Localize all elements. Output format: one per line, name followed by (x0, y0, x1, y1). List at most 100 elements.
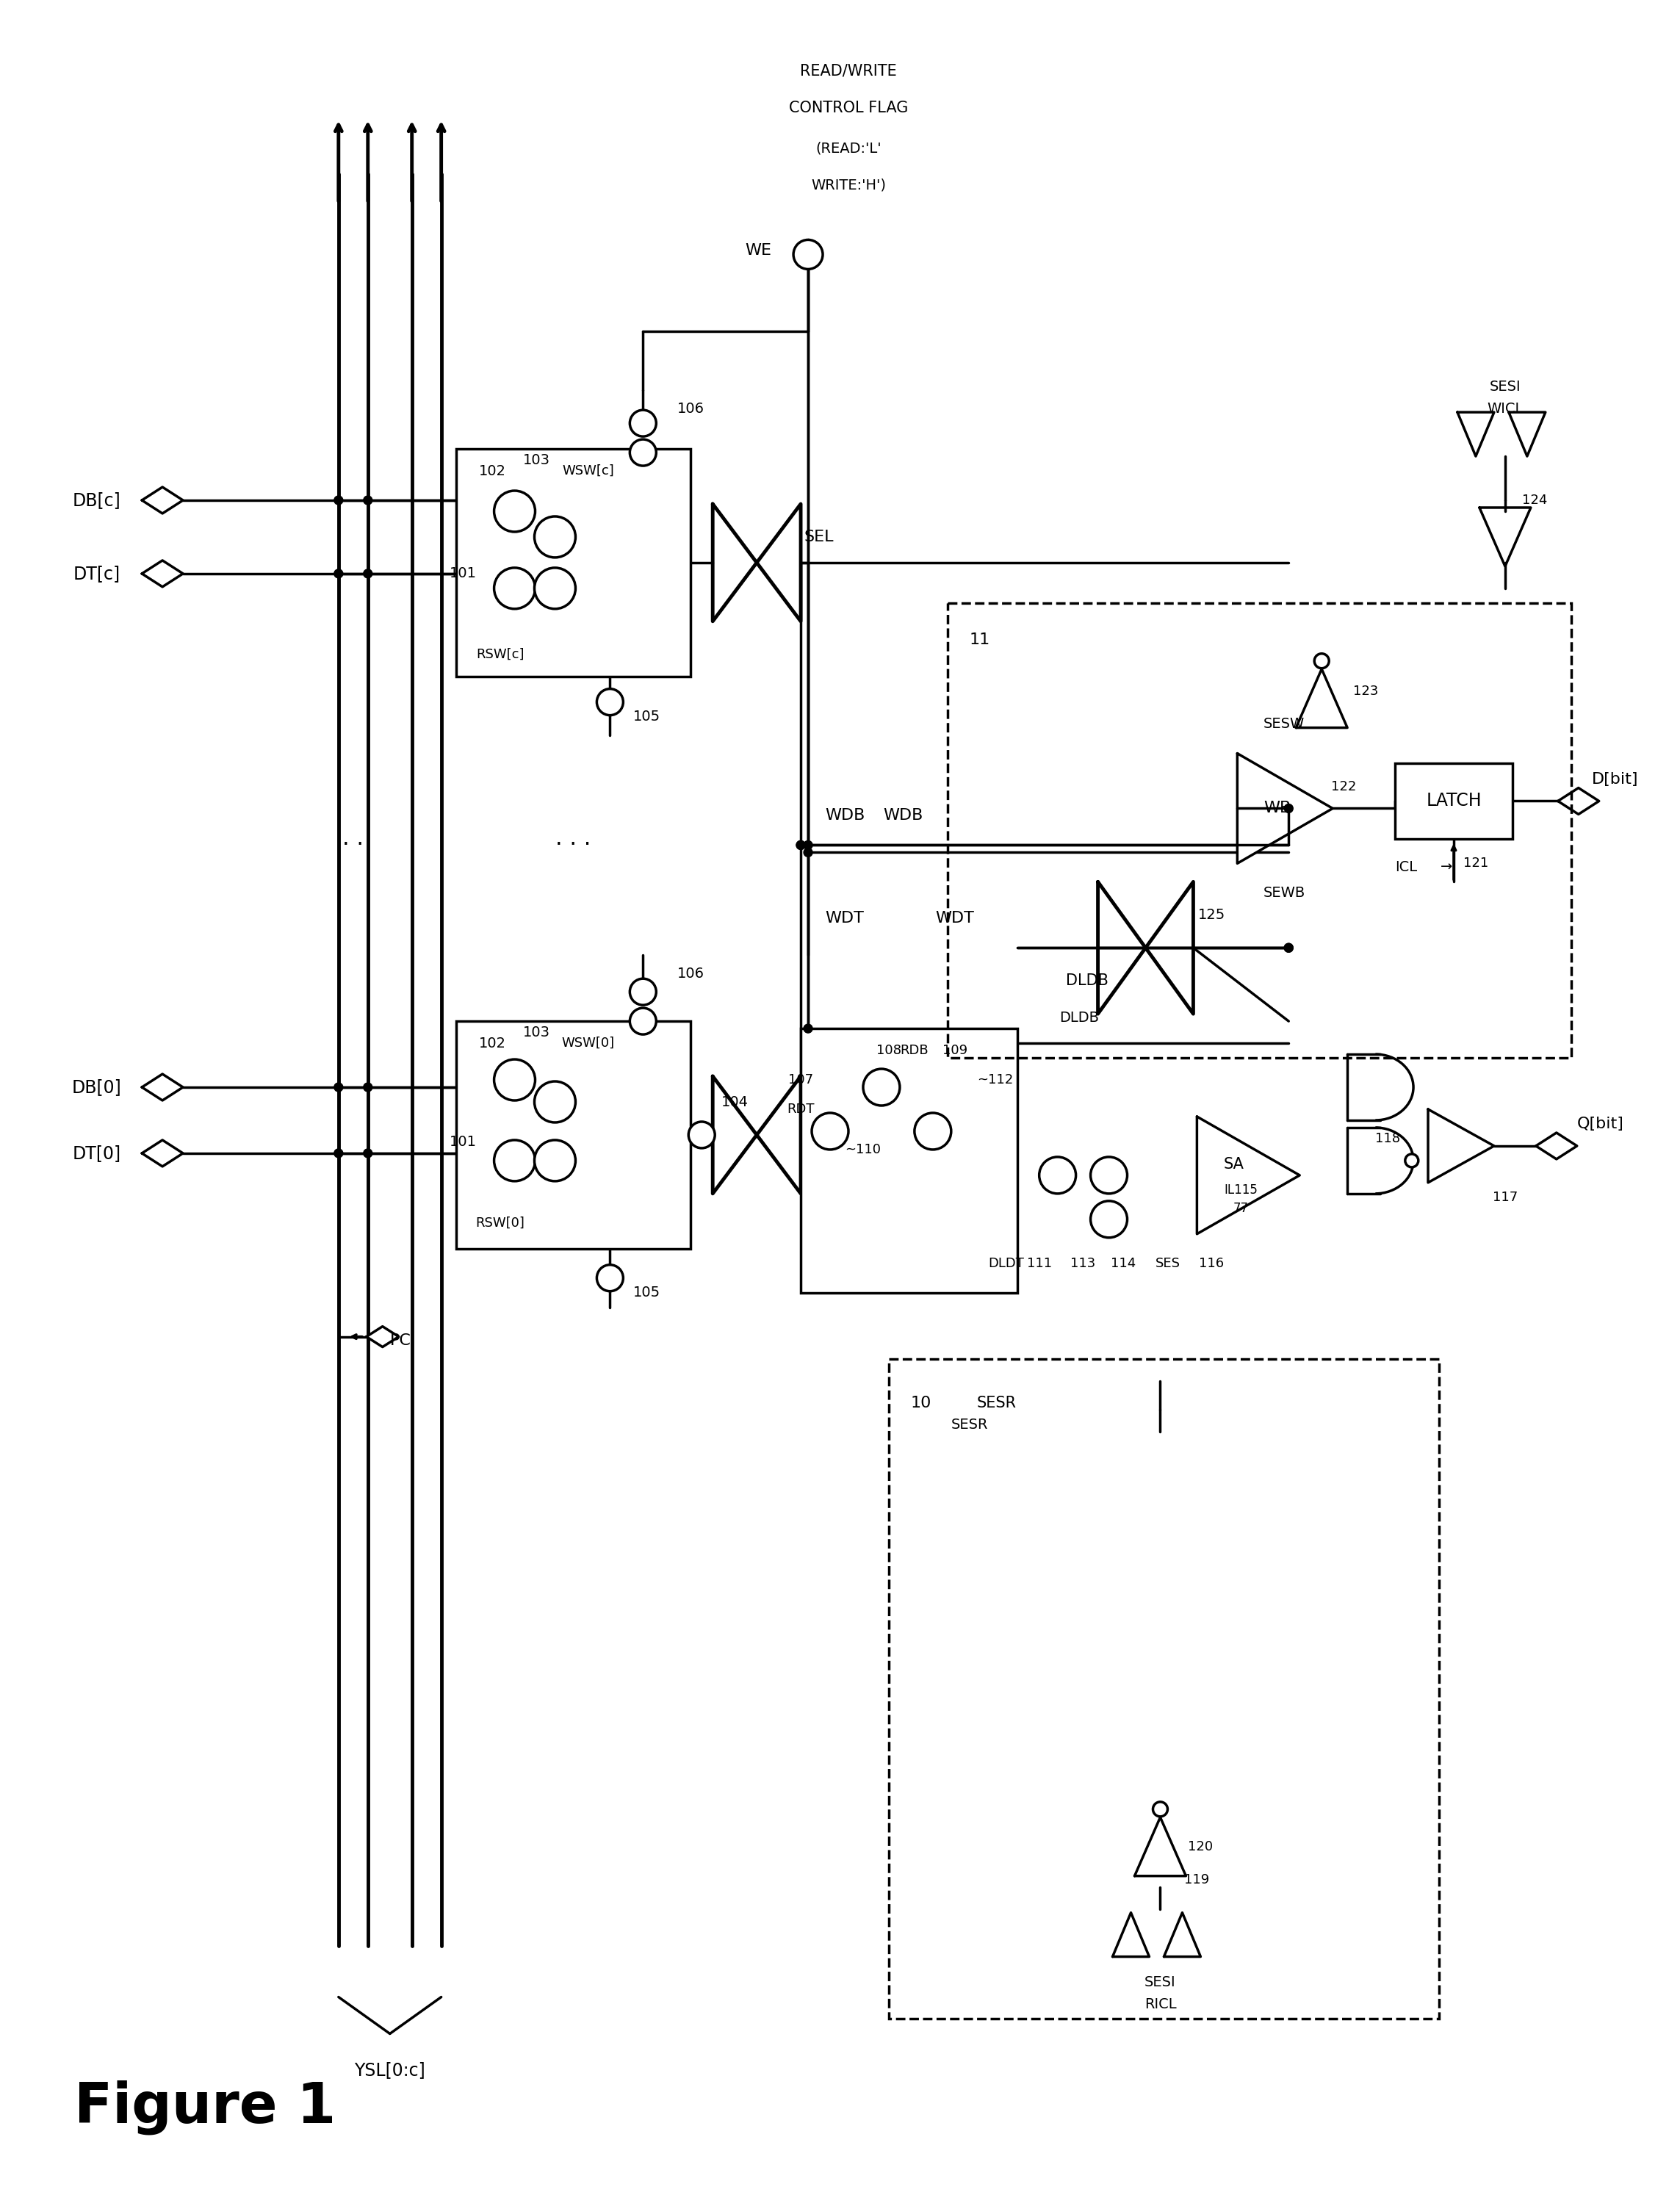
Text: SEWB: SEWB (1263, 887, 1305, 900)
Polygon shape (1196, 1116, 1300, 1233)
Polygon shape (141, 488, 183, 514)
Text: SESI: SESI (1144, 1974, 1176, 1990)
Text: DT[0]: DT[0] (72, 1145, 121, 1163)
Circle shape (596, 688, 623, 715)
Circle shape (494, 567, 536, 609)
Text: (READ:'L': (READ:'L' (815, 141, 882, 154)
Text: 103: 103 (522, 452, 551, 468)
Text: PC: PC (390, 1332, 412, 1348)
Polygon shape (1428, 1110, 1494, 1182)
Circle shape (363, 496, 373, 505)
Circle shape (796, 840, 805, 849)
Text: 109: 109 (942, 1043, 968, 1057)
Polygon shape (366, 1326, 398, 1348)
Text: RDT: RDT (786, 1103, 815, 1116)
Text: SESR: SESR (976, 1396, 1016, 1410)
Circle shape (793, 240, 823, 269)
Text: DT[c]: DT[c] (72, 565, 119, 582)
Text: 107: 107 (788, 1074, 813, 1088)
Text: 117: 117 (1492, 1191, 1517, 1204)
Circle shape (494, 490, 536, 532)
Polygon shape (1480, 507, 1530, 567)
Circle shape (363, 1149, 373, 1158)
Text: WE: WE (744, 243, 771, 258)
Text: DB[c]: DB[c] (72, 492, 121, 510)
Text: · ·: · · (343, 834, 365, 856)
Circle shape (803, 847, 813, 856)
Circle shape (494, 1059, 536, 1101)
Text: 119: 119 (1184, 1873, 1210, 1886)
Text: ~112: ~112 (978, 1074, 1013, 1088)
Circle shape (1090, 1200, 1127, 1238)
Text: 124: 124 (1522, 494, 1547, 507)
Circle shape (1314, 653, 1329, 668)
Text: 120: 120 (1188, 1840, 1213, 1853)
Polygon shape (1295, 668, 1347, 728)
Text: ICL: ICL (1394, 860, 1418, 874)
Text: SESR: SESR (951, 1418, 988, 1432)
Text: D[bit]: D[bit] (1593, 772, 1638, 785)
Circle shape (334, 1083, 343, 1092)
Text: LATCH: LATCH (1426, 792, 1482, 810)
Text: 105: 105 (633, 710, 660, 724)
Circle shape (630, 979, 657, 1006)
Text: 104: 104 (721, 1094, 748, 1110)
Circle shape (803, 840, 813, 849)
Polygon shape (1458, 413, 1494, 457)
Text: 77: 77 (1233, 1202, 1248, 1216)
Circle shape (630, 410, 657, 437)
Text: · · ·: · · · (556, 834, 591, 856)
Text: READ/WRITE: READ/WRITE (800, 64, 897, 79)
Polygon shape (1134, 1818, 1186, 1875)
Polygon shape (1236, 754, 1332, 863)
Text: SA: SA (1223, 1156, 1243, 1171)
Circle shape (864, 1070, 900, 1105)
Text: WB: WB (1263, 801, 1292, 816)
Polygon shape (1112, 1913, 1149, 1957)
Circle shape (363, 1083, 373, 1092)
Bar (455, 448, 690, 677)
Text: RSW[0]: RSW[0] (475, 1216, 524, 1229)
Circle shape (494, 1141, 536, 1180)
Text: 102: 102 (479, 1037, 506, 1050)
Text: 106: 106 (677, 401, 704, 415)
Circle shape (1152, 1802, 1168, 1816)
Text: ~110: ~110 (845, 1143, 880, 1156)
Text: CONTROL FLAG: CONTROL FLAG (790, 101, 909, 115)
Circle shape (811, 1112, 848, 1149)
Text: WSW[c]: WSW[c] (563, 463, 613, 476)
Circle shape (596, 1264, 623, 1291)
Circle shape (630, 1008, 657, 1035)
Polygon shape (1557, 788, 1599, 814)
Text: 103: 103 (522, 1026, 551, 1039)
Text: IL115: IL115 (1225, 1182, 1258, 1196)
Circle shape (334, 496, 343, 505)
Text: 123: 123 (1352, 684, 1378, 697)
Polygon shape (1164, 1913, 1201, 1957)
Text: 10: 10 (911, 1396, 932, 1410)
Circle shape (1040, 1156, 1075, 1193)
Text: 116: 116 (1200, 1257, 1225, 1271)
Text: RSW[c]: RSW[c] (475, 649, 524, 662)
Text: 113: 113 (1070, 1257, 1095, 1271)
Circle shape (796, 840, 805, 849)
Circle shape (334, 569, 343, 578)
Text: SESW: SESW (1263, 717, 1304, 730)
Polygon shape (141, 560, 183, 587)
Text: DB[0]: DB[0] (72, 1079, 121, 1096)
Polygon shape (141, 1141, 183, 1167)
Text: WDT: WDT (936, 911, 974, 927)
Circle shape (1284, 944, 1294, 953)
Circle shape (914, 1112, 951, 1149)
Text: SES: SES (1156, 1257, 1179, 1271)
Text: DLDB: DLDB (1060, 1010, 1099, 1024)
Text: YSL[0:c]: YSL[0:c] (354, 2063, 425, 2080)
Text: Q[bit]: Q[bit] (1578, 1116, 1625, 1132)
Bar (455, 1021, 690, 1249)
Text: DLDB: DLDB (1065, 973, 1109, 988)
Text: 125: 125 (1198, 909, 1225, 922)
Bar (801, 1028, 1016, 1293)
Text: 101: 101 (450, 567, 477, 580)
Text: Figure 1: Figure 1 (74, 2080, 336, 2135)
Text: 11: 11 (969, 633, 990, 646)
